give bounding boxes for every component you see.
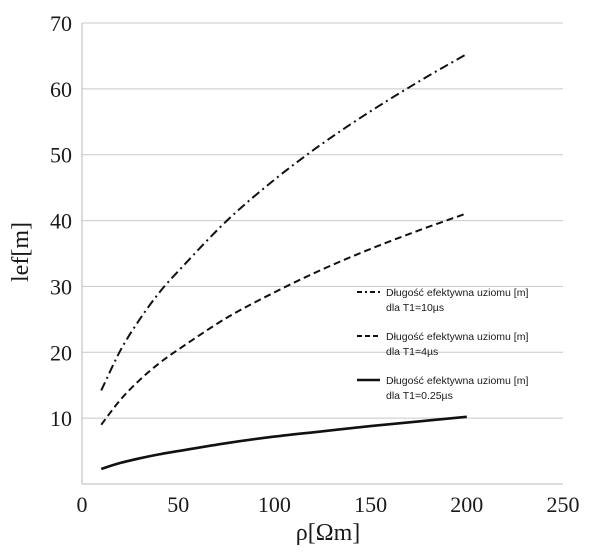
series-line-dashed bbox=[100, 212, 468, 426]
tick-labels: 10 20 30 40 50 60 70 0 50 100 150 200 250 bbox=[50, 11, 580, 517]
y-tick-label-20: 20 bbox=[50, 340, 72, 365]
legend-label-line1: Długość efektywna uziomu [m] bbox=[386, 287, 528, 299]
legend-label-line1: Długość efektywna uziomu [m] bbox=[386, 331, 528, 343]
grid bbox=[82, 22, 563, 419]
y-axis-label: lef[m] bbox=[8, 222, 34, 282]
axes bbox=[81, 23, 563, 485]
y-tick-label-60: 60 bbox=[50, 77, 72, 102]
series-line-dash-dot bbox=[100, 53, 468, 391]
y-tick-label-70: 70 bbox=[50, 11, 72, 36]
y-tick-label-40: 40 bbox=[50, 209, 72, 234]
series-line-solid bbox=[100, 415, 467, 471]
legend-label-line2: dla T1=10µs bbox=[386, 302, 444, 314]
x-tick-label-250: 250 bbox=[547, 492, 580, 517]
x-tick-label-50: 50 bbox=[167, 492, 189, 517]
x-tick-label-200: 200 bbox=[450, 492, 483, 517]
legend-label-line1: Długość efektywna uziomu [m] bbox=[386, 375, 528, 387]
x-tick-label-150: 150 bbox=[354, 492, 387, 517]
x-tick-label-100: 100 bbox=[258, 492, 291, 517]
legend-label-line2: dla T1=4µs bbox=[386, 346, 438, 358]
legend: Długość efektywna uziomu [m] dla T1=10µs D… bbox=[357, 287, 528, 402]
y-tick-label-30: 30 bbox=[50, 274, 72, 299]
legend-label-line2: dla T1=0.25µs bbox=[386, 390, 453, 402]
y-tick-label-10: 10 bbox=[50, 406, 72, 431]
x-axis-label: ρ[Ωm] bbox=[296, 520, 360, 546]
y-tick-label-50: 50 bbox=[50, 143, 72, 168]
x-tick-label-0: 0 bbox=[77, 492, 88, 517]
series-lines bbox=[100, 53, 468, 471]
